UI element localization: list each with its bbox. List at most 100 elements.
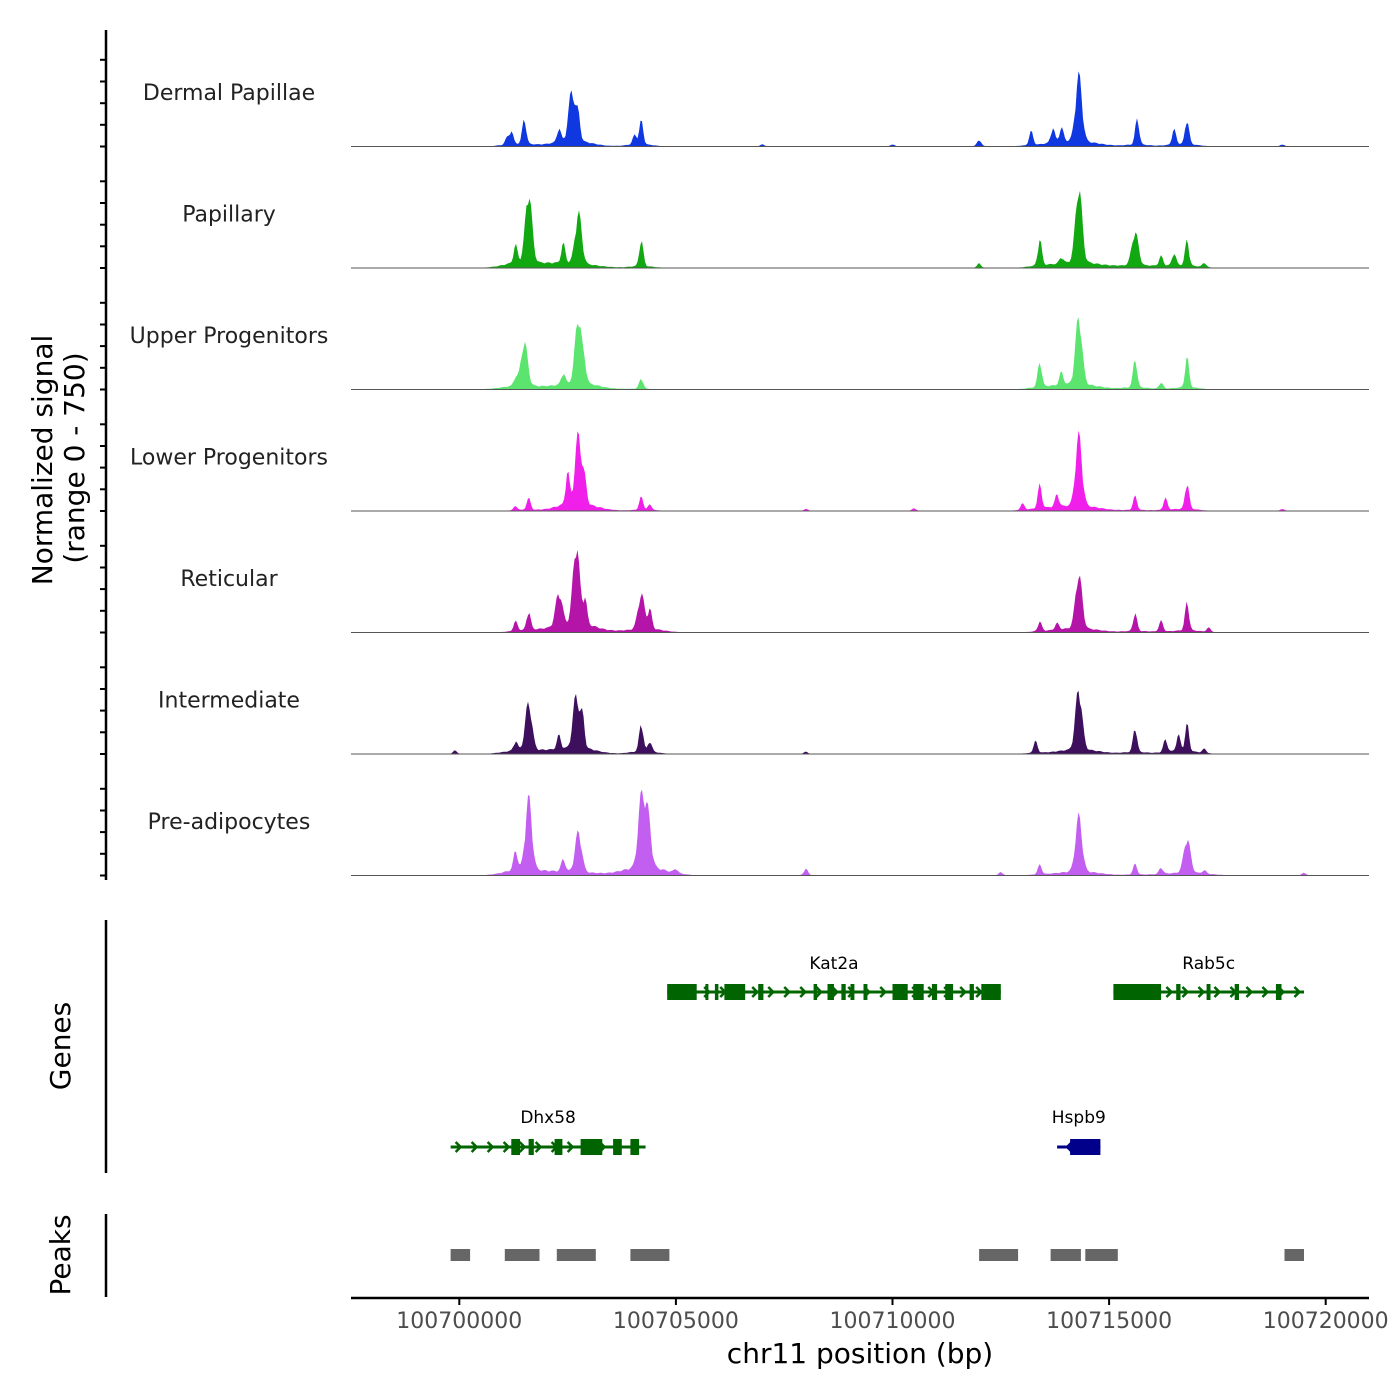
peak-region [979, 1249, 1019, 1261]
track-label: Upper Progenitors [130, 324, 329, 349]
strand-arrow [767, 986, 775, 998]
genes-axis-title: Genes [44, 1002, 77, 1090]
strand-arrow [799, 986, 807, 998]
x-tick-label: 100720000 [1263, 1309, 1389, 1334]
exon [714, 984, 719, 1000]
exon [511, 1139, 520, 1155]
signal-area [351, 549, 1369, 633]
gene-label: Rab5c [1182, 954, 1235, 974]
track-label: Intermediate [158, 689, 300, 714]
peak-region [504, 1249, 540, 1261]
gene-label: Hspb9 [1052, 1108, 1106, 1128]
y-axis-title-line2: (range 0 - 750) [58, 352, 91, 563]
strand-arrow [502, 1141, 511, 1153]
track-reticular: Reticular [180, 549, 1369, 633]
coverage-y-ticks [100, 58, 106, 877]
x-tick-label: 100705000 [613, 1309, 739, 1334]
exon [613, 1139, 622, 1155]
gene-annotations: Kat2a Rab5c Dhx58 Hspb9 [450, 954, 1305, 1155]
gene-kat2a: Kat2a [667, 954, 1001, 1000]
exon [758, 984, 764, 1000]
gene-label: Dhx58 [520, 1108, 576, 1128]
signal-area [351, 190, 1369, 268]
exon [1176, 984, 1181, 1000]
exon [554, 1139, 563, 1155]
x-tick-label: 100700000 [396, 1309, 522, 1334]
track-dermal-papillae: Dermal Papillae [143, 71, 1369, 147]
track-intermediate: Intermediate [158, 689, 1369, 755]
exon [841, 984, 846, 1000]
exon [945, 984, 954, 1000]
strand-arrow [1165, 986, 1174, 998]
strand-arrow [783, 986, 791, 998]
strand-arrow [959, 986, 967, 998]
strand-arrow [454, 1141, 463, 1153]
exon [813, 984, 818, 1000]
exon [892, 984, 908, 1000]
signal-area [351, 430, 1369, 511]
exon [1275, 984, 1282, 1000]
strand-arrow [1245, 986, 1254, 998]
exon [528, 1139, 534, 1155]
exon [630, 1139, 640, 1155]
track-label: Dermal Papillae [143, 81, 315, 106]
y-axis-title-line1: Normalized signal [26, 335, 59, 586]
x-tick-label: 100715000 [1046, 1309, 1172, 1334]
strand-arrow [975, 986, 983, 998]
exon [1113, 984, 1162, 1000]
peak-region [630, 1249, 670, 1261]
track-upper-progenitors: Upper Progenitors [130, 317, 1369, 390]
gene-rab5c: Rab5c [1113, 954, 1305, 1000]
exon [913, 984, 924, 1000]
track-pre-adipocytes: Pre-adipocytes [148, 789, 1369, 876]
signal-area [351, 789, 1369, 876]
strand-arrow [815, 986, 823, 998]
exon [1070, 1139, 1101, 1155]
track-label: Papillary [182, 203, 276, 228]
strand-arrow [1213, 986, 1222, 998]
track-label: Reticular [180, 567, 278, 592]
strand-arrow [1181, 986, 1190, 998]
strand-arrow [534, 1141, 543, 1153]
exon [827, 984, 834, 1000]
x-axis-title: chr11 position (bp) [727, 1337, 993, 1370]
track-label: Pre-adipocytes [148, 810, 311, 835]
track-label: Lower Progenitors [130, 446, 328, 471]
signal-area [351, 71, 1369, 147]
peak-regions [450, 1249, 1304, 1261]
peak-region [1050, 1249, 1081, 1261]
exon [981, 984, 1001, 1000]
x-axis-ticks: 100700000 100705000 100710000 100715000 1007… [396, 1298, 1389, 1334]
strand-arrow [486, 1141, 495, 1153]
peak-region [1284, 1249, 1304, 1261]
x-tick-label: 100710000 [830, 1309, 956, 1334]
exon [724, 984, 746, 1000]
signal-area [351, 317, 1369, 390]
strand-arrow [470, 1141, 479, 1153]
strand-arrow [518, 1141, 527, 1153]
gene-label: Kat2a [809, 954, 858, 974]
peak-region [556, 1249, 596, 1261]
exon [969, 984, 974, 1000]
exon [1206, 984, 1211, 1000]
strand-arrow [1293, 986, 1302, 998]
exon [667, 984, 697, 1000]
strand-arrow [879, 986, 887, 998]
exon [931, 984, 938, 1000]
gene-dhx58: Dhx58 [450, 1108, 646, 1155]
exon [580, 1139, 603, 1155]
track-papillary: Papillary [182, 190, 1369, 269]
track-lower-progenitors: Lower Progenitors [130, 430, 1369, 512]
peak-region [1085, 1249, 1118, 1261]
exon [850, 984, 855, 1000]
strand-arrow [751, 986, 759, 998]
signal-area [351, 690, 1369, 754]
exon [705, 984, 709, 1000]
strand-arrow [566, 1141, 575, 1153]
strand-arrow [1261, 986, 1270, 998]
exon [1234, 984, 1239, 1000]
peak-region [450, 1249, 471, 1261]
peaks-axis-title: Peaks [44, 1214, 77, 1295]
signal-tracks: Dermal Papillae Papillary Upper Progenitor… [130, 71, 1369, 876]
